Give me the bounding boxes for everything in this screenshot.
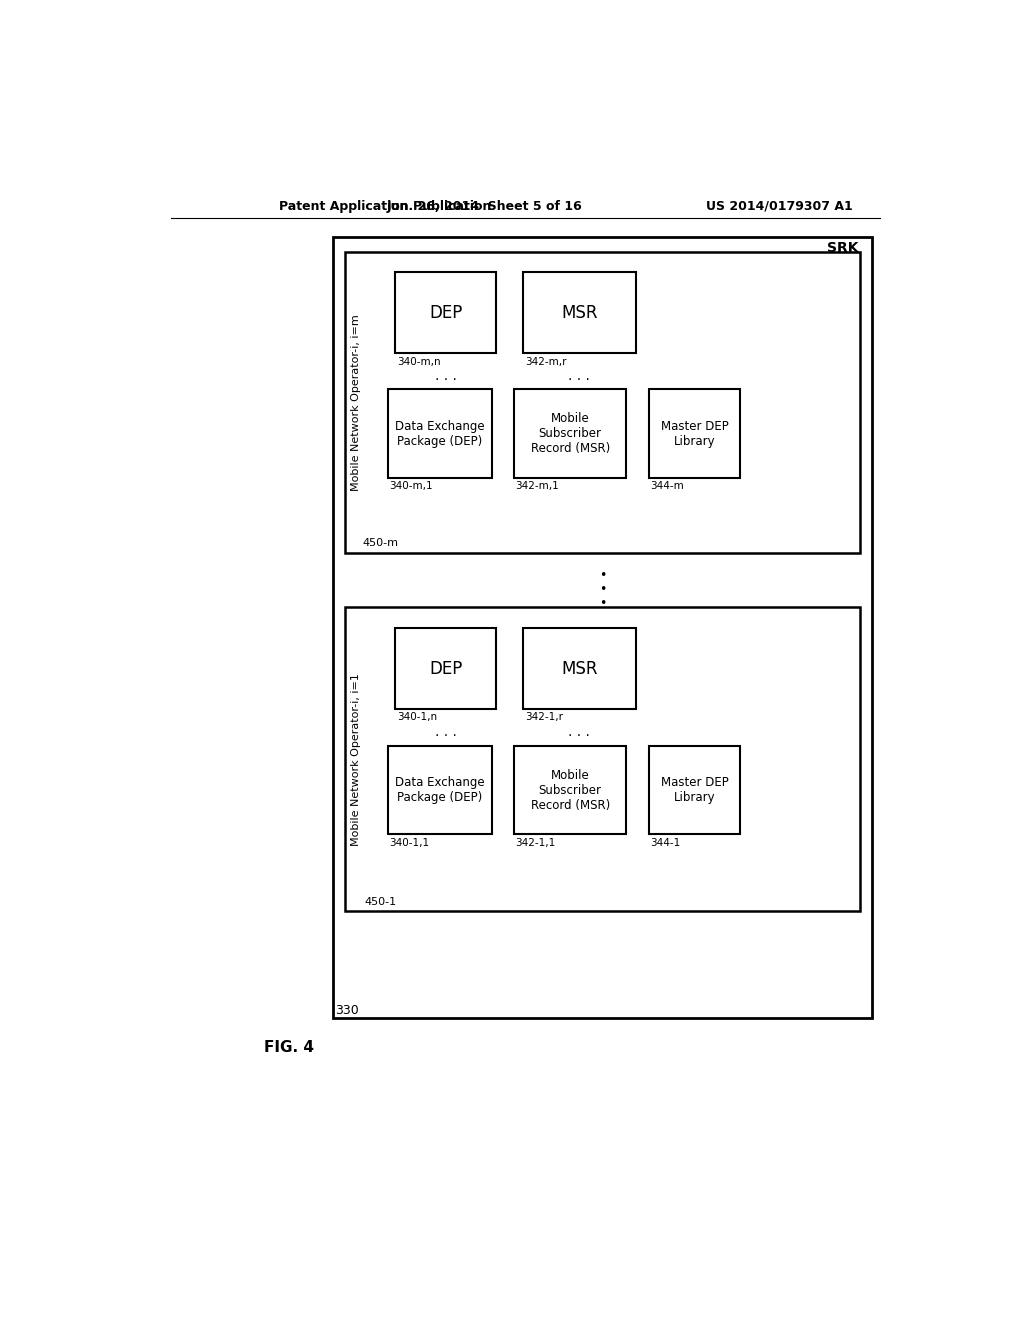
Text: SRK: SRK (826, 240, 858, 255)
Text: 340-1,n: 340-1,n (397, 713, 437, 722)
Text: . . .: . . . (435, 725, 457, 739)
Text: 344-m: 344-m (650, 482, 684, 491)
Bar (649, 389, 740, 478)
Text: Mobile Network Operator-i, i=1: Mobile Network Operator-i, i=1 (351, 673, 360, 846)
Text: MSR: MSR (561, 304, 598, 322)
Text: . . .: . . . (435, 370, 457, 383)
Text: . . .: . . . (568, 370, 591, 383)
Bar (523, 272, 636, 354)
Bar (514, 389, 627, 478)
Text: Data Exchange
Package (DEP): Data Exchange Package (DEP) (395, 420, 484, 447)
Text: 342-m,1: 342-m,1 (515, 482, 559, 491)
Text: DEP: DEP (429, 660, 463, 677)
Text: •: • (599, 583, 606, 597)
Bar (395, 272, 496, 354)
Text: US 2014/0179307 A1: US 2014/0179307 A1 (706, 199, 852, 213)
Text: •: • (599, 597, 606, 610)
Text: 340-m,n: 340-m,n (397, 356, 440, 367)
Text: . . .: . . . (568, 725, 591, 739)
Bar (388, 389, 493, 478)
Bar (395, 628, 496, 709)
Text: Mobile
Subscriber
Record (MSR): Mobile Subscriber Record (MSR) (530, 768, 609, 812)
Text: 340-1,1: 340-1,1 (389, 838, 429, 847)
Text: 342-1,r: 342-1,r (524, 713, 563, 722)
Text: 342-1,1: 342-1,1 (515, 838, 556, 847)
Text: Data Exchange
Package (DEP): Data Exchange Package (DEP) (395, 776, 484, 804)
Bar (649, 746, 740, 834)
Text: •: • (599, 569, 606, 582)
Bar (345, 607, 860, 911)
Text: Patent Application Publication: Patent Application Publication (280, 199, 492, 213)
Text: MSR: MSR (561, 660, 598, 677)
Text: 330: 330 (336, 1005, 359, 1018)
Text: 344-1: 344-1 (650, 838, 681, 847)
Text: 450-m: 450-m (362, 539, 398, 548)
Text: 342-m,r: 342-m,r (524, 356, 566, 367)
Bar (345, 252, 860, 553)
Text: Master DEP
Library: Master DEP Library (660, 420, 728, 447)
Text: 450-1: 450-1 (365, 898, 396, 907)
Text: FIG. 4: FIG. 4 (263, 1040, 313, 1055)
Text: Master DEP
Library: Master DEP Library (660, 776, 728, 804)
Text: 340-m,1: 340-m,1 (389, 482, 433, 491)
Bar (388, 746, 493, 834)
Text: DEP: DEP (429, 304, 463, 322)
Bar (334, 238, 872, 1019)
Bar (514, 746, 627, 834)
Text: Mobile
Subscriber
Record (MSR): Mobile Subscriber Record (MSR) (530, 412, 609, 455)
Text: Jun. 26, 2014  Sheet 5 of 16: Jun. 26, 2014 Sheet 5 of 16 (387, 199, 583, 213)
Bar (523, 628, 636, 709)
Text: Mobile Network Operator-i, i=m: Mobile Network Operator-i, i=m (351, 314, 360, 491)
